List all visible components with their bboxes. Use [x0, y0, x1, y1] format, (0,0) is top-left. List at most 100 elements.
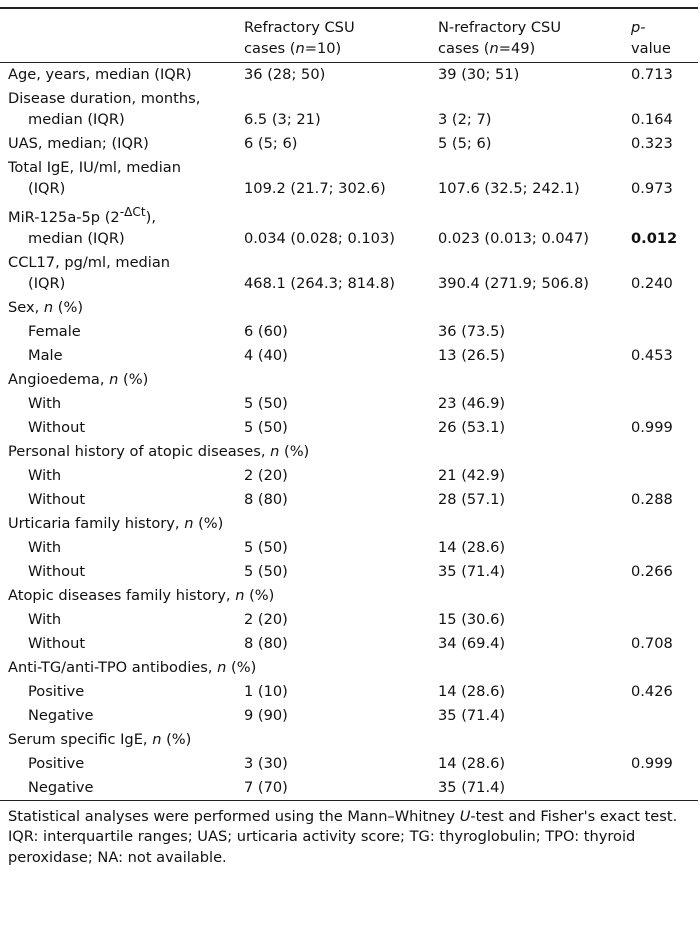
table-row: Total IgE, IU/ml, median (IQR) 109.2 (21.7…: [0, 156, 698, 201]
section-label-n: n: [235, 586, 245, 604]
row-label-post: ),: [145, 208, 157, 226]
cell-pvalue: 0.323: [631, 135, 673, 152]
table-row: UAS, median; (IQR) 6 (5; 6) 5 (5; 6) 0.323: [0, 132, 698, 156]
row-sublabel: Negative: [28, 706, 94, 724]
table-row: Serum specific IgE, n (%): [0, 728, 698, 752]
footnote-text-1: Statistical analyses were performed usin…: [8, 807, 460, 825]
cell-refractory: 6 (5; 6): [244, 135, 298, 152]
cell-refractory: 5 (50): [244, 394, 288, 412]
cell-refractory: 1 (10): [244, 682, 288, 700]
table-row: Without 5 (50) 26 (53.1) 0.999: [0, 416, 698, 440]
row-sublabel: Female: [28, 322, 81, 340]
cell-pvalue: 0.012: [631, 229, 678, 247]
header-nonrefractory: N-refractory CSU cases (n=49): [430, 8, 623, 63]
header-refractory-n: n: [295, 40, 305, 57]
cell-nonrefractory: 34 (69.4): [438, 634, 506, 652]
cell-nonrefractory: 14 (28.6): [438, 754, 506, 772]
row-label: Disease duration, months, median (IQR): [0, 87, 236, 132]
cell-pvalue: 0.973: [631, 180, 673, 197]
table-row: Positive 3 (30) 14 (28.6) 0.999: [0, 752, 698, 776]
row-label-line1: Age, years, median (IQR): [8, 66, 192, 83]
cell-refractory: 109.2 (21.7; 302.6): [244, 180, 386, 197]
header-nonrefractory-n: n: [489, 40, 499, 57]
cell-refractory: 5 (50): [244, 418, 288, 436]
cell-nonrefractory: 15 (30.6): [438, 610, 506, 628]
header-nonrefractory-post: =49): [498, 40, 536, 57]
cell-nonrefractory: 28 (57.1): [438, 490, 506, 508]
cell-nonrefractory: 5 (5; 6): [438, 135, 492, 152]
row-label: CCL17, pg/ml, median (IQR): [0, 251, 236, 296]
section-label-pct: (%): [279, 442, 310, 460]
table-row: Sex, n (%): [0, 296, 698, 320]
section-label: Serum specific IgE, n (%): [0, 728, 698, 752]
row-sublabel: Positive: [28, 754, 85, 772]
cell-refractory: 5 (50): [244, 538, 288, 556]
cell-pvalue: [623, 704, 698, 728]
section-label: Angioedema, n (%): [0, 368, 698, 392]
section-label-text: Sex,: [8, 298, 44, 316]
header-row: Refractory CSU cases (n=10) N-refractory…: [0, 8, 698, 63]
row-sublabel: With: [28, 538, 62, 556]
section-label-text: Serum specific IgE,: [8, 730, 153, 748]
row-label-sup: -ΔCt: [119, 205, 146, 219]
cell-refractory: 4 (40): [244, 346, 288, 364]
footnote-abbreviations: IQR: interquartile ranges; UAS; urticari…: [8, 828, 636, 866]
cell-pvalue: [623, 608, 698, 632]
cell-nonrefractory: 35 (71.4): [438, 562, 506, 580]
table-row: CCL17, pg/ml, median (IQR) 468.1 (264.3; 8…: [0, 251, 698, 296]
cell-pvalue: 0.164: [631, 111, 673, 128]
table-row: Female 6 (60) 36 (73.5): [0, 320, 698, 344]
row-sublabel: Without: [28, 562, 86, 580]
table-row: With 2 (20) 21 (42.9): [0, 464, 698, 488]
header-nonrefractory-line1: N-refractory CSU: [438, 19, 562, 36]
cell-refractory: 36 (28; 50): [244, 66, 326, 83]
cell-nonrefractory: 35 (71.4): [438, 706, 506, 724]
footnote: Statistical analyses were performed usin…: [0, 799, 698, 871]
section-label-pct: (%): [244, 586, 275, 604]
table-container: Refractory CSU cases (n=10) N-refractory…: [0, 7, 698, 871]
header-refractory: Refractory CSU cases (n=10): [236, 8, 430, 63]
table-row: Negative 7 (70) 35 (71.4): [0, 776, 698, 801]
cell-nonrefractory: 13 (26.5): [438, 346, 506, 364]
cell-nonrefractory: 390.4 (271.9; 506.8): [438, 274, 589, 292]
data-table: Refractory CSU cases (n=10) N-refractory…: [0, 7, 698, 871]
footnote-u: U: [459, 807, 471, 825]
cell-refractory: 2 (20): [244, 466, 288, 484]
cell-nonrefractory: 35 (71.4): [438, 778, 506, 796]
table-row: Without 8 (80) 28 (57.1) 0.288: [0, 488, 698, 512]
cell-pvalue: 0.426: [631, 682, 673, 700]
section-label: Atopic diseases family history, n (%): [0, 584, 698, 608]
cell-nonrefractory: 14 (28.6): [438, 682, 506, 700]
header-refractory-pre: cases (: [244, 40, 296, 57]
section-label-pct: (%): [226, 658, 257, 676]
row-sublabel: With: [28, 394, 62, 412]
table-row: Atopic diseases family history, n (%): [0, 584, 698, 608]
table-row: Without 5 (50) 35 (71.4) 0.266: [0, 560, 698, 584]
table-row: With 5 (50) 14 (28.6): [0, 536, 698, 560]
section-label-pct: (%): [118, 370, 149, 388]
cell-refractory: 5 (50): [244, 562, 288, 580]
table-body: Age, years, median (IQR) 36 (28; 50) 39 (3…: [0, 63, 698, 801]
row-sublabel: Without: [28, 634, 86, 652]
section-label-n: n: [109, 370, 119, 388]
cell-refractory: 2 (20): [244, 610, 288, 628]
section-label-n: n: [217, 658, 227, 676]
cell-pvalue: 0.266: [631, 562, 673, 580]
cell-pvalue: [623, 776, 698, 801]
header-refractory-line1: Refractory CSU: [244, 19, 355, 36]
row-label-line1: MiR-125a-5p (2-ΔCt),: [8, 205, 157, 226]
section-label-text: Urticaria family history,: [8, 514, 185, 532]
section-label-text: Personal history of atopic diseases,: [8, 442, 271, 460]
cell-refractory: 8 (80): [244, 490, 288, 508]
table-row: With 2 (20) 15 (30.6): [0, 608, 698, 632]
cell-nonrefractory: 0.023 (0.013; 0.047): [438, 229, 589, 247]
section-label-n: n: [270, 442, 280, 460]
cell-refractory: 9 (90): [244, 706, 288, 724]
section-label-text: Anti-TG/anti-TPO antibodies,: [8, 658, 218, 676]
cell-nonrefractory: 14 (28.6): [438, 538, 506, 556]
cell-pvalue: [623, 320, 698, 344]
cell-refractory: 6 (60): [244, 322, 288, 340]
cell-pvalue: 0.240: [631, 274, 673, 292]
section-label: Anti-TG/anti-TPO antibodies, n (%): [0, 656, 698, 680]
table-row: Anti-TG/anti-TPO antibodies, n (%): [0, 656, 698, 680]
